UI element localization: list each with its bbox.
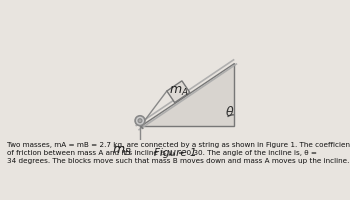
- Text: Two masses, mA = mB = 2.7 kg, are connected by a string as shown in Figure 1. Th: Two masses, mA = mB = 2.7 kg, are connec…: [7, 142, 350, 164]
- Text: $m_B$: $m_B$: [112, 145, 132, 158]
- Text: $m_A$: $m_A$: [168, 85, 188, 98]
- Circle shape: [138, 119, 142, 123]
- Polygon shape: [140, 63, 234, 126]
- Text: Figure 1: Figure 1: [154, 148, 196, 158]
- Bar: [113, 142, 130, 161]
- Text: θ: θ: [226, 106, 233, 119]
- Circle shape: [135, 116, 145, 126]
- Polygon shape: [167, 81, 190, 103]
